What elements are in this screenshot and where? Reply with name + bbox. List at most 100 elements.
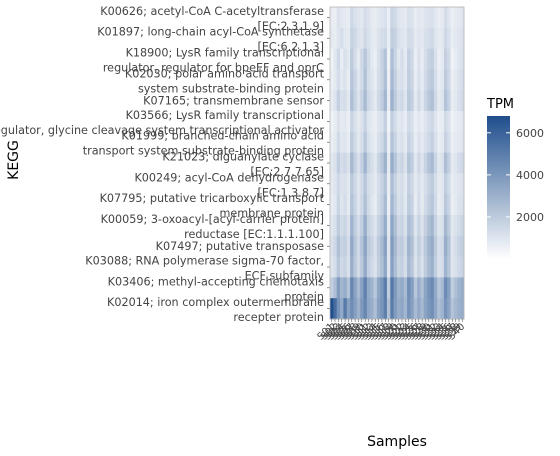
heatmap-cell [400, 173, 404, 195]
heatmap-cell [443, 90, 448, 112]
heatmap-cell [376, 215, 381, 237]
heatmap-cell [397, 194, 401, 216]
heatmap-cell [417, 131, 421, 153]
heatmap-cell [390, 111, 394, 133]
heatmap-cell [346, 48, 351, 70]
heatmap-cell [330, 7, 334, 29]
heatmap-cell [430, 173, 435, 195]
heatmap-cell [420, 111, 425, 133]
heatmap-cell [437, 298, 441, 320]
heatmap-cell [407, 298, 411, 320]
heatmap-cell [417, 235, 421, 257]
heatmap-cell [447, 69, 451, 91]
heatmap-cell [336, 7, 341, 29]
heatmap-cell [460, 7, 465, 29]
heatmap-cell [376, 235, 381, 257]
heatmap-cell [440, 7, 445, 29]
heatmap-cell [380, 27, 384, 49]
heatmap-cell [453, 48, 458, 70]
heatmap-cell [340, 235, 344, 257]
heatmap-cell [433, 7, 438, 29]
heatmap-cell [393, 152, 398, 174]
heatmap-cell [353, 256, 358, 278]
heatmap-cell [427, 194, 431, 216]
heatmap-cell [413, 131, 418, 153]
heatmap-cell [370, 111, 374, 133]
heatmap-cell [420, 277, 425, 299]
heatmap-cell [443, 111, 448, 133]
heatmap-cell [330, 152, 334, 174]
heatmap-cell [440, 215, 445, 237]
heatmap-cell [437, 256, 441, 278]
heatmap-cell [397, 7, 401, 29]
heatmap-cell [417, 27, 421, 49]
heatmap-cell [453, 277, 458, 299]
heatmap-cell [346, 69, 351, 91]
heatmap-cell [386, 111, 391, 133]
heatmap-cell [397, 152, 401, 174]
heatmap-cell [450, 256, 455, 278]
heatmap-cell [390, 131, 394, 153]
heatmap-cell [366, 194, 371, 216]
heatmap-cell [427, 69, 431, 91]
heatmap-cell [447, 194, 451, 216]
heatmap-cell [413, 27, 418, 49]
heatmap-cell [393, 298, 398, 320]
heatmap-cell [333, 277, 337, 299]
y-tick-label: K01999; branched-chain amino acid transpo… [83, 130, 324, 158]
heatmap-cell [443, 48, 448, 70]
heatmap-cell [383, 235, 388, 257]
heatmap-cell [370, 7, 374, 29]
heatmap-cell [386, 7, 391, 29]
heatmap-cell [403, 152, 408, 174]
heatmap-cell [356, 277, 361, 299]
heatmap-cell [397, 131, 401, 153]
heatmap-cell [443, 256, 448, 278]
heatmap-cell [360, 152, 364, 174]
heatmap-cell [450, 111, 455, 133]
heatmap-cell [390, 7, 394, 29]
heatmap-cell [407, 235, 411, 257]
heatmap-cell [460, 27, 465, 49]
heatmap-cell [336, 48, 341, 70]
heatmap-cell [433, 90, 438, 112]
heatmap-cell [333, 27, 337, 49]
heatmap-cell [447, 173, 451, 195]
heatmap-cell [437, 215, 441, 237]
heatmap-cell [383, 48, 388, 70]
heatmap-cell [397, 298, 401, 320]
heatmap-cell [420, 298, 425, 320]
heatmap-cell [353, 7, 358, 29]
heatmap-cell [400, 69, 404, 91]
heatmap-cell [430, 7, 435, 29]
heatmap-cell [460, 173, 465, 195]
heatmap-cell [407, 277, 411, 299]
heatmap-cell [457, 111, 461, 133]
heatmap-cell [430, 69, 435, 91]
legend-tick-label: 2000 [516, 211, 544, 224]
heatmap-cell [453, 27, 458, 49]
heatmap-cell [437, 194, 441, 216]
heatmap-cell [443, 131, 448, 153]
heatmap-cell [420, 173, 425, 195]
heatmap-cell [403, 277, 408, 299]
y-tick-label: K02014; iron complex outermembrane recept… [107, 296, 324, 324]
heatmap-cell [366, 27, 371, 49]
heatmap-cell [403, 7, 408, 29]
heatmap-cell [420, 48, 425, 70]
heatmap-cell [447, 7, 451, 29]
heatmap-cell [417, 48, 421, 70]
heatmap-cell [350, 27, 354, 49]
heatmap-cell [340, 277, 344, 299]
heatmap-cell [407, 215, 411, 237]
heatmap-cell [453, 173, 458, 195]
heatmap-cell [363, 256, 368, 278]
heatmap-cell [386, 152, 391, 174]
heatmap-cell [383, 7, 388, 29]
heatmap-cell [363, 7, 368, 29]
heatmap-cell [346, 111, 351, 133]
heatmap-cell [390, 215, 394, 237]
heatmap-cell [373, 27, 378, 49]
heatmap-cell [430, 48, 435, 70]
heatmap-cell [340, 194, 344, 216]
